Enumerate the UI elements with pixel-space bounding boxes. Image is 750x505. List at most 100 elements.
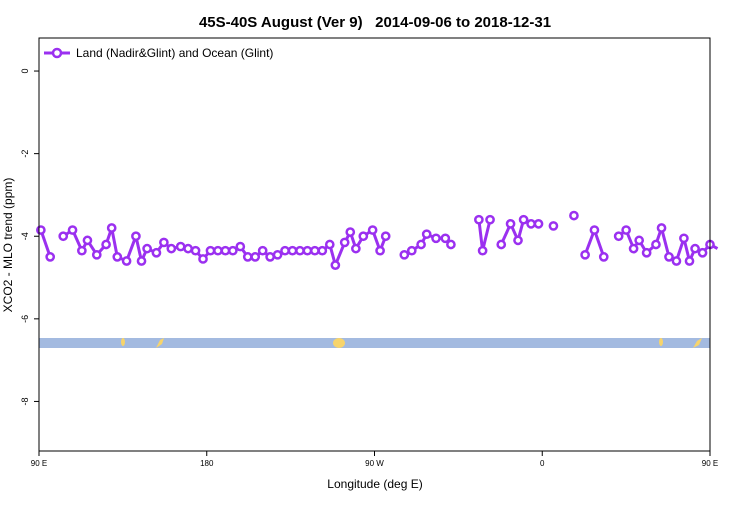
data-point	[485, 214, 495, 225]
data-point	[227, 245, 238, 256]
ocean-band	[39, 338, 710, 348]
series-line	[477, 219, 492, 253]
data-point	[67, 225, 78, 235]
data-point	[310, 245, 320, 256]
data-point	[198, 254, 208, 264]
data-point	[440, 233, 451, 244]
data-point	[598, 252, 609, 262]
data-point	[375, 245, 385, 256]
series-layer	[36, 210, 719, 270]
data-point	[367, 225, 378, 235]
data-point	[287, 245, 298, 256]
data-point	[106, 223, 117, 233]
data-point	[91, 249, 102, 260]
data-point	[358, 231, 369, 242]
data-point	[399, 249, 410, 260]
data-point	[641, 247, 652, 258]
data-point	[505, 219, 516, 229]
data-point	[416, 239, 426, 250]
data-point	[330, 260, 341, 270]
land-mark	[121, 338, 125, 346]
data-point	[628, 243, 639, 254]
data-point	[664, 252, 674, 262]
surface-type-strip	[39, 338, 710, 348]
land-mark	[693, 338, 702, 348]
data-point	[656, 223, 667, 233]
data-point	[183, 243, 193, 254]
data-point	[533, 219, 544, 229]
x-tick-label: 90 W	[365, 459, 384, 468]
data-point	[477, 245, 488, 256]
data-point	[548, 221, 559, 231]
data-point	[324, 239, 335, 250]
data-point	[474, 214, 484, 225]
legend: Land (Nadir&Glint) and Ocean (Glint)	[44, 46, 273, 60]
land-mark	[333, 338, 345, 348]
data-point	[36, 225, 46, 235]
data-point	[518, 214, 529, 225]
data-point	[82, 235, 93, 246]
data-point	[151, 247, 162, 258]
data-point	[101, 239, 111, 250]
data-point	[58, 231, 69, 242]
data-point	[45, 252, 56, 262]
data-point	[345, 227, 356, 237]
data-point	[131, 231, 141, 242]
y-tick-label: 0	[20, 69, 30, 74]
land-mark	[156, 338, 164, 348]
y-tick-label: -6	[20, 315, 30, 323]
y-axis-label: XCO2 - MLO trend (ppm)	[1, 178, 15, 313]
data-point	[589, 225, 600, 235]
data-point	[697, 247, 708, 258]
data-point	[250, 252, 261, 262]
data-point	[421, 229, 432, 240]
data-point	[220, 245, 231, 256]
y-tick-label: -4	[20, 232, 30, 240]
data-point	[621, 225, 631, 235]
data-point	[679, 233, 689, 244]
axes-layer: 90 E 180 90 W 0 90 E 0 -2 -4 -6 -8	[20, 69, 718, 468]
y-tick-label: -8	[20, 397, 30, 405]
data-point	[112, 252, 123, 262]
data-point	[159, 237, 169, 248]
data-point	[242, 252, 253, 262]
data-point	[406, 245, 417, 256]
data-point	[351, 243, 361, 254]
y-tick-label: -2	[20, 150, 30, 158]
data-point	[380, 231, 391, 242]
land-mark	[659, 338, 663, 346]
data-point	[257, 245, 268, 256]
data-point	[295, 245, 305, 256]
data-point	[235, 241, 246, 252]
data-point	[175, 241, 186, 252]
data-point	[302, 245, 313, 256]
data-point	[339, 237, 350, 248]
data-point	[142, 243, 152, 254]
data-point	[651, 239, 661, 250]
data-point	[446, 239, 456, 250]
data-point	[684, 256, 695, 266]
data-point	[613, 231, 624, 242]
data-point	[569, 210, 579, 221]
data-point	[280, 245, 290, 256]
plot-frame	[38, 37, 711, 452]
legend-entry: Land (Nadir&Glint) and Ocean (Glint)	[76, 46, 273, 60]
x-tick-label: 0	[540, 459, 545, 468]
data-point	[265, 252, 275, 262]
data-point	[205, 245, 216, 256]
data-point	[272, 249, 283, 260]
data-point	[166, 243, 177, 254]
data-point	[121, 256, 132, 266]
data-point	[526, 219, 536, 229]
x-tick-label: 90 E	[702, 459, 718, 468]
data-point	[77, 245, 87, 256]
x-axis-label: Longitude (deg E)	[327, 477, 422, 491]
legend-marker	[51, 47, 63, 59]
data-point	[690, 243, 700, 254]
x-tick-label: 90 E	[31, 459, 47, 468]
data-point	[317, 245, 328, 256]
data-point	[431, 233, 441, 244]
data-point	[513, 235, 523, 246]
data-point	[580, 249, 590, 260]
